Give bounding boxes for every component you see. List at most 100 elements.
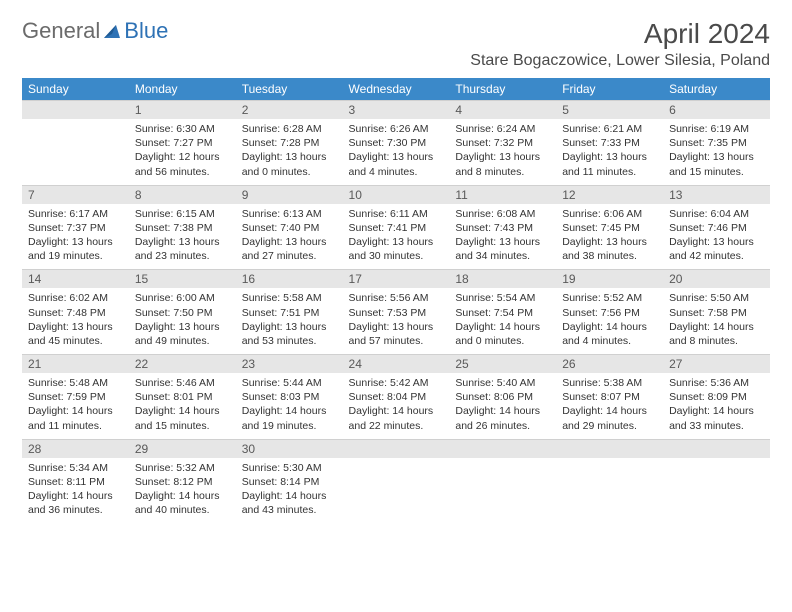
dh-fri: Friday: [556, 78, 663, 101]
day-cell: Sunrise: 5:40 AMSunset: 8:06 PMDaylight:…: [449, 373, 556, 439]
day-cell: Sunrise: 5:58 AMSunset: 7:51 PMDaylight:…: [236, 288, 343, 354]
daylight-line2: and 26 minutes.: [455, 419, 550, 433]
daylight-line2: and 40 minutes.: [135, 503, 230, 517]
daylight-line2: and 38 minutes.: [562, 249, 657, 263]
sunset-text: Sunset: 7:38 PM: [135, 221, 230, 235]
daylight-line1: Daylight: 13 hours: [349, 235, 444, 249]
day-cell: Sunrise: 5:56 AMSunset: 7:53 PMDaylight:…: [343, 288, 450, 354]
day-cell: Sunrise: 6:04 AMSunset: 7:46 PMDaylight:…: [663, 204, 770, 270]
day-number: 25: [449, 355, 556, 374]
daylight-line2: and 0 minutes.: [242, 165, 337, 179]
day-number: 19: [556, 270, 663, 289]
daylight-line2: and 15 minutes.: [135, 419, 230, 433]
sunrise-text: Sunrise: 6:30 AM: [135, 122, 230, 136]
daylight-line1: Daylight: 13 hours: [455, 150, 550, 164]
sunrise-text: Sunrise: 6:24 AM: [455, 122, 550, 136]
daylight-line1: Daylight: 14 hours: [455, 320, 550, 334]
daylight-line2: and 42 minutes.: [669, 249, 764, 263]
day-number: 9: [236, 185, 343, 204]
sunrise-text: Sunrise: 6:13 AM: [242, 207, 337, 221]
day-number: 8: [129, 185, 236, 204]
day-cell: Sunrise: 6:06 AMSunset: 7:45 PMDaylight:…: [556, 204, 663, 270]
day-number: 29: [129, 439, 236, 458]
day-cell: Sunrise: 5:46 AMSunset: 8:01 PMDaylight:…: [129, 373, 236, 439]
daylight-line1: Daylight: 13 hours: [562, 150, 657, 164]
day-cell: Sunrise: 6:13 AMSunset: 7:40 PMDaylight:…: [236, 204, 343, 270]
sunrise-text: Sunrise: 5:42 AM: [349, 376, 444, 390]
dh-wed: Wednesday: [343, 78, 450, 101]
sunset-text: Sunset: 8:01 PM: [135, 390, 230, 404]
daylight-line2: and 45 minutes.: [28, 334, 123, 348]
week-detailrow: Sunrise: 6:17 AMSunset: 7:37 PMDaylight:…: [22, 204, 770, 270]
daylight-line2: and 36 minutes.: [28, 503, 123, 517]
day-cell: Sunrise: 6:00 AMSunset: 7:50 PMDaylight:…: [129, 288, 236, 354]
sunrise-text: Sunrise: 5:56 AM: [349, 291, 444, 305]
sunrise-text: Sunrise: 5:54 AM: [455, 291, 550, 305]
sunrise-text: Sunrise: 6:28 AM: [242, 122, 337, 136]
daylight-line1: Daylight: 13 hours: [28, 235, 123, 249]
day-number: 1: [129, 101, 236, 120]
sunrise-text: Sunrise: 6:08 AM: [455, 207, 550, 221]
daylight-line1: Daylight: 14 hours: [135, 404, 230, 418]
sunset-text: Sunset: 7:58 PM: [669, 306, 764, 320]
week-numrow: 78910111213: [22, 185, 770, 204]
day-number: 15: [129, 270, 236, 289]
daylight-line2: and 8 minutes.: [455, 165, 550, 179]
sunset-text: Sunset: 8:07 PM: [562, 390, 657, 404]
day-number: 11: [449, 185, 556, 204]
sunset-text: Sunset: 7:54 PM: [455, 306, 550, 320]
day-cell: Sunrise: 5:32 AMSunset: 8:12 PMDaylight:…: [129, 458, 236, 524]
sunset-text: Sunset: 8:06 PM: [455, 390, 550, 404]
day-number: 6: [663, 101, 770, 120]
page-title: April 2024: [644, 18, 770, 50]
sunrise-text: Sunrise: 5:50 AM: [669, 291, 764, 305]
sunset-text: Sunset: 8:09 PM: [669, 390, 764, 404]
sunrise-text: Sunrise: 5:30 AM: [242, 461, 337, 475]
daylight-line2: and 22 minutes.: [349, 419, 444, 433]
daylight-line1: Daylight: 13 hours: [28, 320, 123, 334]
daylight-line2: and 19 minutes.: [28, 249, 123, 263]
dh-sat: Saturday: [663, 78, 770, 101]
daylight-line2: and 23 minutes.: [135, 249, 230, 263]
brand-logo: General Blue: [22, 18, 168, 44]
daylight-line1: Daylight: 13 hours: [669, 235, 764, 249]
daylight-line1: Daylight: 14 hours: [135, 489, 230, 503]
sunset-text: Sunset: 7:56 PM: [562, 306, 657, 320]
sunrise-text: Sunrise: 6:06 AM: [562, 207, 657, 221]
sunset-text: Sunset: 7:50 PM: [135, 306, 230, 320]
daylight-line1: Daylight: 13 hours: [669, 150, 764, 164]
day-cell: Sunrise: 6:30 AMSunset: 7:27 PMDaylight:…: [129, 119, 236, 185]
daylight-line2: and 33 minutes.: [669, 419, 764, 433]
day-number: 21: [22, 355, 129, 374]
daylight-line1: Daylight: 13 hours: [562, 235, 657, 249]
sunset-text: Sunset: 8:03 PM: [242, 390, 337, 404]
sunset-text: Sunset: 7:53 PM: [349, 306, 444, 320]
sunset-text: Sunset: 7:40 PM: [242, 221, 337, 235]
sunrise-text: Sunrise: 6:00 AM: [135, 291, 230, 305]
day-cell: Sunrise: 5:42 AMSunset: 8:04 PMDaylight:…: [343, 373, 450, 439]
daylight-line2: and 53 minutes.: [242, 334, 337, 348]
day-number: 17: [343, 270, 450, 289]
sunrise-text: Sunrise: 6:04 AM: [669, 207, 764, 221]
day-cell: Sunrise: 5:54 AMSunset: 7:54 PMDaylight:…: [449, 288, 556, 354]
location-text: Stare Bogaczowice, Lower Silesia, Poland: [22, 52, 770, 70]
day-cell: [663, 458, 770, 524]
day-number: 23: [236, 355, 343, 374]
sunset-text: Sunset: 7:48 PM: [28, 306, 123, 320]
sunrise-text: Sunrise: 6:19 AM: [669, 122, 764, 136]
sunrise-text: Sunrise: 6:11 AM: [349, 207, 444, 221]
day-number: 14: [22, 270, 129, 289]
daylight-line2: and 49 minutes.: [135, 334, 230, 348]
sunset-text: Sunset: 8:04 PM: [349, 390, 444, 404]
header: General Blue April 2024: [22, 18, 770, 50]
sunrise-text: Sunrise: 5:36 AM: [669, 376, 764, 390]
day-cell: Sunrise: 6:26 AMSunset: 7:30 PMDaylight:…: [343, 119, 450, 185]
day-number: [556, 439, 663, 458]
day-cell: [449, 458, 556, 524]
daylight-line1: Daylight: 14 hours: [242, 404, 337, 418]
sunset-text: Sunset: 7:51 PM: [242, 306, 337, 320]
day-number: [343, 439, 450, 458]
calendar-table: Sunday Monday Tuesday Wednesday Thursday…: [22, 78, 770, 524]
daylight-line1: Daylight: 13 hours: [242, 320, 337, 334]
day-number: 18: [449, 270, 556, 289]
